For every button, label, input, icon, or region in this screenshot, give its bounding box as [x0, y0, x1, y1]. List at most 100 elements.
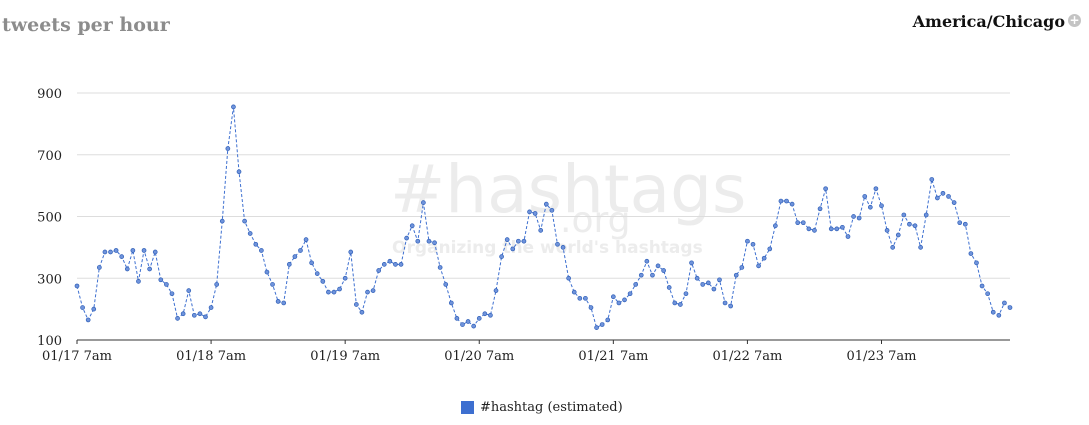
data-point [633, 282, 639, 287]
legend[interactable]: #hashtag (estimated) [461, 400, 623, 415]
data-point [722, 300, 728, 306]
data-point [638, 272, 644, 278]
data-point [644, 258, 650, 264]
data-point [1002, 300, 1007, 306]
data-point [879, 203, 884, 209]
x-tick-label: 01/20 7am [444, 349, 514, 364]
data-point [119, 254, 125, 259]
data-point [421, 200, 426, 205]
data-point [342, 275, 348, 281]
data-point [353, 302, 359, 307]
data-point [806, 226, 812, 232]
x-tick-label: 01/19 7am [310, 349, 380, 364]
data-point [985, 291, 991, 297]
data-point [203, 314, 208, 320]
data-point [678, 302, 683, 307]
data-point [627, 291, 633, 297]
x-tick-label: 01/23 7am [847, 349, 917, 364]
timezone-label[interactable]: America/Chicago [912, 12, 1065, 31]
data-point [929, 177, 935, 182]
data-point [912, 223, 918, 229]
data-point [298, 248, 303, 253]
data-point [158, 277, 164, 283]
data-point [488, 312, 493, 318]
data-point [219, 218, 225, 224]
data-point [80, 305, 85, 310]
data-point [856, 215, 862, 221]
data-point [510, 246, 516, 252]
data-point [326, 289, 331, 295]
data-point [655, 263, 661, 269]
data-point [281, 300, 287, 306]
data-point [516, 238, 521, 244]
data-point [840, 224, 845, 230]
data-point [650, 272, 655, 278]
data-point [96, 265, 102, 270]
data-point [415, 238, 421, 244]
data-point [370, 288, 376, 293]
data-point [795, 220, 801, 226]
data-point [348, 249, 354, 255]
data-point [560, 245, 566, 250]
data-point [990, 309, 996, 315]
data-point [733, 272, 739, 278]
data-point [499, 254, 504, 259]
legend-swatch [461, 401, 474, 414]
data-point [577, 295, 583, 301]
data-point [130, 248, 136, 253]
data-point [583, 295, 588, 301]
data-point [996, 312, 1002, 318]
data-point [728, 303, 734, 309]
plus-circle-icon[interactable]: + [1068, 13, 1081, 27]
data-point [571, 289, 577, 295]
data-point [946, 194, 951, 199]
x-tick-label: 01/17 7am [42, 349, 112, 364]
data-point [147, 266, 152, 272]
data-point [398, 262, 404, 267]
data-point [208, 305, 214, 310]
data-point [974, 260, 979, 266]
data-point [756, 263, 761, 269]
data-point [102, 249, 108, 255]
data-point [907, 221, 912, 227]
data-point [504, 237, 510, 243]
data-point [761, 255, 767, 261]
data-point [957, 220, 963, 226]
data-point [113, 248, 119, 253]
data-point [409, 223, 415, 229]
watermark-tagline: Organizing the world's hashtags [392, 238, 703, 258]
data-point [666, 285, 672, 290]
data-point [432, 240, 437, 246]
x-tick-label: 01/18 7am [176, 349, 246, 364]
data-point [962, 221, 968, 227]
data-point [197, 311, 203, 317]
x-tick-label: 01/21 7am [578, 349, 648, 364]
data-point [923, 212, 929, 218]
data-point [264, 269, 270, 275]
data-point [599, 322, 605, 327]
data-point [527, 209, 532, 215]
data-point [460, 322, 465, 327]
data-point [851, 214, 856, 219]
data-point [672, 300, 678, 306]
data-point [778, 198, 784, 204]
data-point [694, 275, 700, 281]
data-point [800, 220, 806, 226]
data-point [845, 234, 851, 239]
data-point [605, 317, 611, 323]
data-point [873, 186, 879, 192]
data-point [566, 275, 571, 281]
data-point [895, 232, 901, 238]
data-point [393, 262, 398, 267]
legend-label: #hashtag (estimated) [480, 400, 623, 415]
data-point [454, 316, 460, 321]
data-point [767, 246, 773, 252]
data-point [74, 283, 80, 289]
data-point [365, 289, 370, 295]
data-point [616, 300, 622, 306]
data-point [588, 305, 594, 310]
data-point [292, 254, 298, 259]
data-point [275, 299, 281, 304]
data-point [1007, 305, 1013, 310]
